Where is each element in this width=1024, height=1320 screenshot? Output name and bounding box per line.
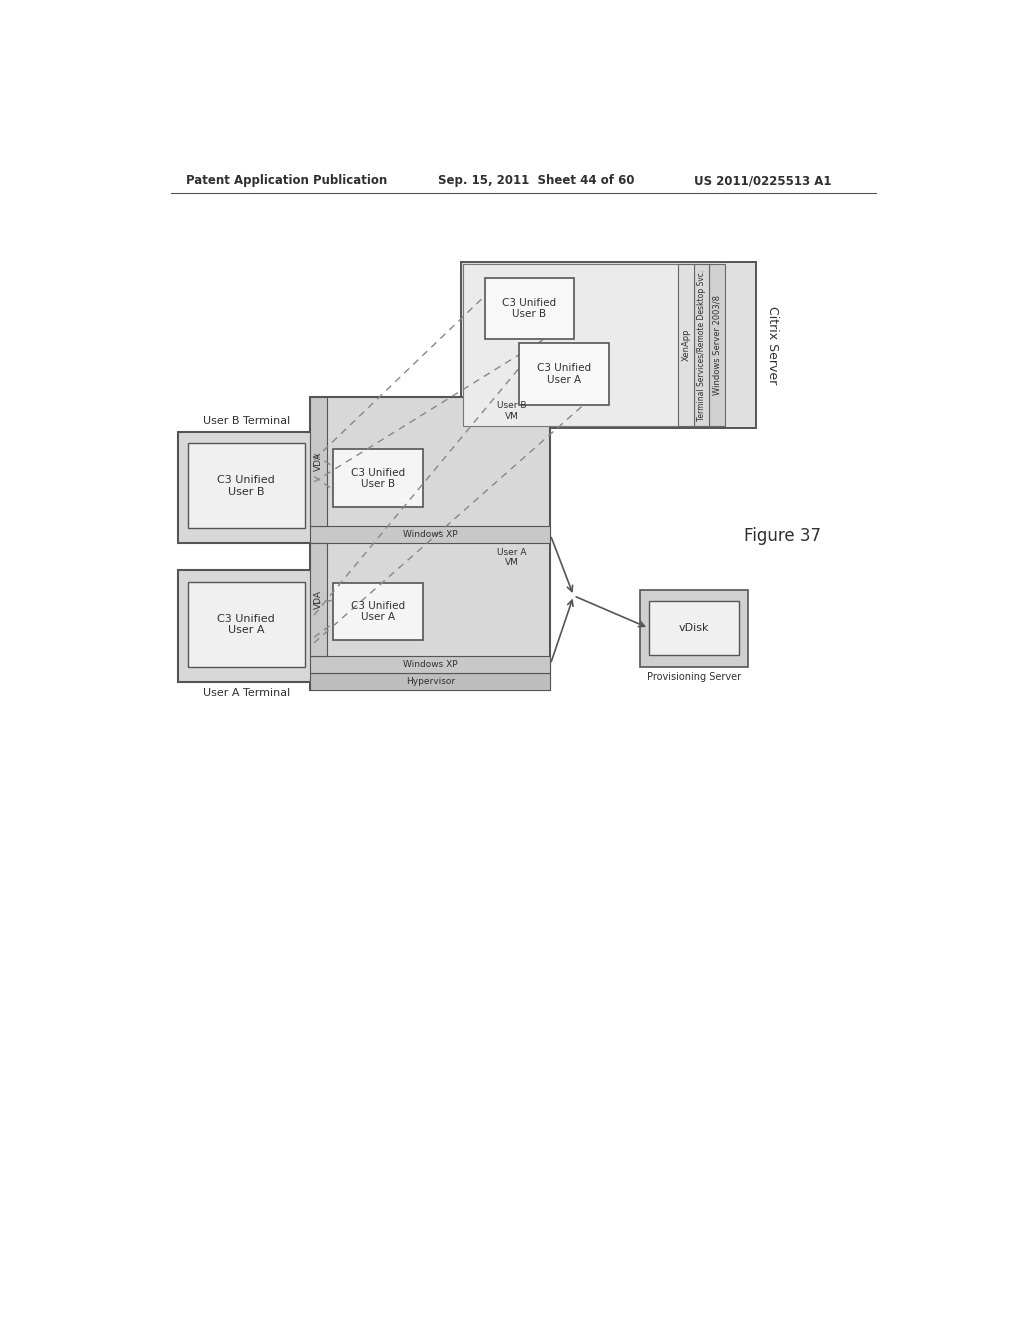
Text: Hypervisor: Hypervisor	[406, 677, 455, 685]
Bar	[310, 527, 550, 544]
Bar	[310, 397, 328, 527]
Bar	[519, 343, 608, 405]
Text: Windows Server 2003/8: Windows Server 2003/8	[713, 296, 722, 395]
Text: C3 Unified
User B: C3 Unified User B	[351, 467, 406, 490]
Bar	[310, 656, 550, 673]
Text: C3 Unified
User B: C3 Unified User B	[217, 475, 275, 496]
Bar	[334, 582, 423, 640]
Text: Terminal Services/Remote Desktop Svc.: Terminal Services/Remote Desktop Svc.	[697, 269, 706, 421]
Text: Citrix Server: Citrix Server	[766, 306, 779, 384]
Text: User B Terminal: User B Terminal	[203, 416, 290, 426]
Text: C3 Unified
User A: C3 Unified User A	[351, 601, 406, 622]
Bar	[484, 277, 573, 339]
Text: Sep. 15, 2011  Sheet 44 of 60: Sep. 15, 2011 Sheet 44 of 60	[438, 174, 635, 187]
Text: Windows XP: Windows XP	[402, 660, 458, 669]
Bar	[334, 449, 423, 507]
Bar	[461, 263, 756, 428]
Bar	[178, 432, 314, 544]
Text: vDisk: vDisk	[679, 623, 709, 634]
Text: XenApp: XenApp	[682, 329, 690, 362]
Bar	[187, 444, 305, 528]
Text: VDA: VDA	[314, 453, 324, 471]
Text: VDA: VDA	[314, 590, 324, 609]
Bar	[649, 601, 738, 655]
Bar	[693, 264, 710, 426]
Text: C3 Unified
User A: C3 Unified User A	[217, 614, 275, 635]
Text: User B
VM: User B VM	[497, 401, 526, 421]
Text: C3 Unified
User A: C3 Unified User A	[537, 363, 591, 385]
Bar	[178, 570, 314, 682]
Bar	[310, 397, 550, 689]
Bar	[310, 544, 328, 656]
Text: C3 Unified
User B: C3 Unified User B	[502, 298, 556, 319]
Text: US 2011/0225513 A1: US 2011/0225513 A1	[693, 174, 831, 187]
Text: Figure 37: Figure 37	[744, 527, 821, 545]
Bar	[710, 264, 725, 426]
Bar	[678, 264, 693, 426]
Bar	[187, 582, 305, 667]
Text: Provisioning Server: Provisioning Server	[647, 672, 740, 682]
Text: User A
VM: User A VM	[497, 548, 526, 568]
Bar	[640, 590, 748, 667]
Text: Windows XP: Windows XP	[402, 531, 458, 540]
Text: User A Terminal: User A Terminal	[203, 688, 290, 698]
Bar	[310, 673, 550, 689]
Text: Patent Application Publication: Patent Application Publication	[186, 174, 387, 187]
Bar	[463, 264, 711, 426]
